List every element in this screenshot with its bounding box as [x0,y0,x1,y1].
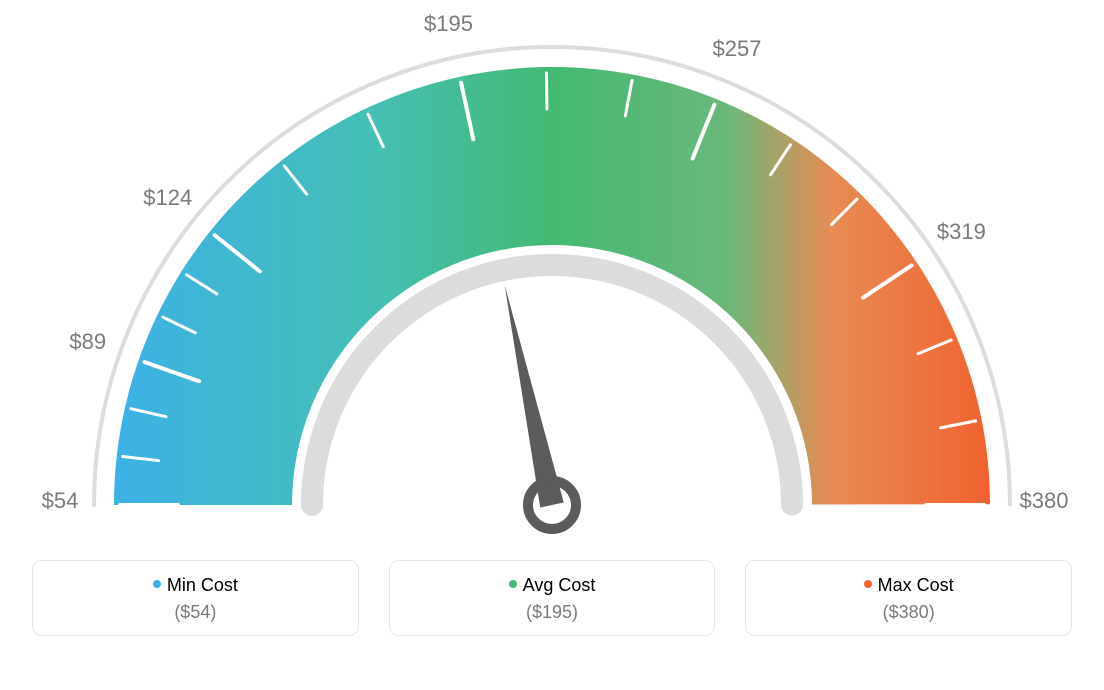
legend-max-value: ($380) [746,602,1071,623]
gauge-tick-label: $319 [937,219,986,245]
gauge-tick-label: $257 [713,36,762,62]
legend-avg-value: ($195) [390,602,715,623]
legend-avg-title: Avg Cost [390,575,715,596]
legend-min-label: Min Cost [167,575,238,595]
legend-box-avg: Avg Cost ($195) [389,560,716,636]
legend-box-min: Min Cost ($54) [32,560,359,636]
dot-icon [864,580,872,588]
legend-max-title: Max Cost [746,575,1071,596]
legend-row: Min Cost ($54) Avg Cost ($195) Max Cost … [32,560,1072,636]
legend-min-value: ($54) [33,602,358,623]
gauge-tick-label: $124 [143,185,192,211]
gauge-tick-label: $89 [69,329,106,355]
gauge-svg [0,0,1104,560]
cost-gauge: $54 $89 $124 $195 $257 $319 $380 [0,0,1104,560]
dot-icon [509,580,517,588]
gauge-tick-label: $54 [42,488,79,514]
legend-min-title: Min Cost [33,575,358,596]
gauge-tick-label: $195 [424,11,473,37]
dot-icon [153,580,161,588]
legend-max-label: Max Cost [878,575,954,595]
legend-avg-label: Avg Cost [523,575,596,595]
gauge-tick-label: $380 [1020,488,1069,514]
legend-box-max: Max Cost ($380) [745,560,1072,636]
